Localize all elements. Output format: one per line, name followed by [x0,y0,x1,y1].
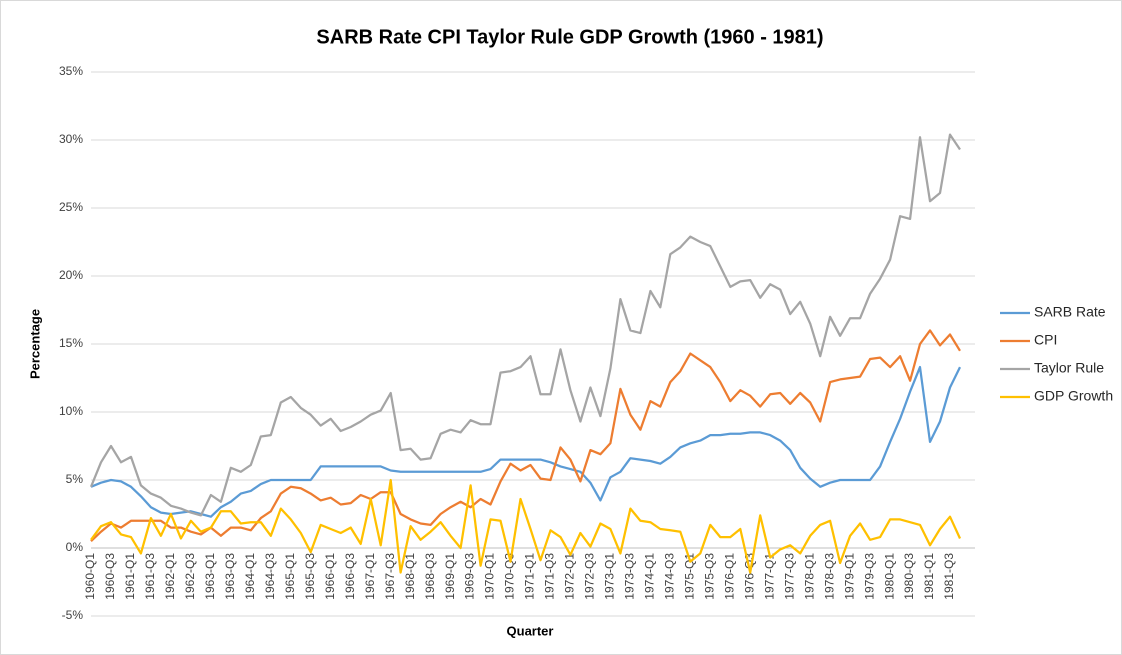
x-tick-label: 1964-Q3 [263,553,277,600]
x-tick-label: 1971-Q3 [543,553,557,600]
x-tick-label: 1967-Q3 [383,553,397,600]
x-tick-label: 1973-Q1 [603,553,617,600]
x-tick-label: 1981-Q1 [922,553,936,600]
legend-label: CPI [1034,332,1057,348]
x-tick-label: 1964-Q1 [243,553,257,600]
x-tick-label: 1974-Q1 [643,553,657,600]
x-tick-label: 1978-Q1 [802,553,816,600]
legend-label: GDP Growth [1034,388,1113,404]
x-tick-label: 1961-Q1 [123,553,137,600]
x-tick-label: 1978-Q3 [822,553,836,600]
y-tick-label: 20% [59,268,83,282]
x-tick-label: 1960-Q3 [103,553,117,600]
x-tick-label: 1965-Q1 [283,553,297,600]
x-tick-label: 1975-Q3 [702,553,716,600]
x-tick-label: 1974-Q3 [663,553,677,600]
x-tick-label: 1979-Q3 [862,553,876,600]
x-tick-label: 1977-Q3 [782,553,796,600]
x-tick-label: 1970-Q1 [483,553,497,600]
series-line [90,365,962,518]
y-tick-label: 10% [59,404,83,418]
x-tick-label: 1973-Q3 [623,553,637,600]
y-tick-label: 25% [59,200,83,214]
x-tick-label: 1962-Q3 [183,553,197,600]
x-tick-label: 1977-Q1 [762,553,776,600]
x-tick-label: 1968-Q1 [403,553,417,600]
y-tick-label: 5% [66,472,84,486]
x-tick-label: 1969-Q1 [443,553,457,600]
x-tick-label: 1975-Q1 [682,553,696,600]
x-tick-label: 1972-Q3 [583,553,597,600]
y-tick-label: -5% [62,608,84,622]
x-tick-label: 1976-Q1 [722,553,736,600]
x-tick-label: 1981-Q3 [942,553,956,600]
x-tick-label: 1969-Q3 [463,553,477,600]
x-axis-title: Quarter [507,623,554,638]
x-tick-label: 1972-Q1 [563,553,577,600]
x-tick-label: 1968-Q3 [423,553,437,600]
chart-title: SARB Rate CPI Taylor Rule GDP Growth (19… [316,26,823,48]
x-tick-label: 1963-Q3 [223,553,237,600]
x-tick-label: 1962-Q1 [163,553,177,600]
y-tick-label: 30% [59,132,83,146]
series-line [90,478,962,574]
x-tick-label: 1961-Q3 [143,553,157,600]
legend-label: SARB Rate [1034,304,1106,320]
x-tick-label: 1963-Q1 [203,553,217,600]
x-tick-label: 1966-Q3 [343,553,357,600]
x-tick-label: 1971-Q1 [523,553,537,600]
x-tick-label: 1965-Q3 [303,553,317,600]
y-tick-label: 0% [66,540,84,554]
y-tick-label: 35% [59,64,83,78]
y-axis-title: Percentage [27,309,42,379]
x-tick-label: 1976-Q3 [742,553,756,600]
legend-label: Taylor Rule [1034,360,1104,376]
x-tick-label: 1980-Q1 [882,553,896,600]
x-tick-label: 1967-Q1 [363,553,377,600]
x-tick-label: 1980-Q3 [902,553,916,600]
series-line [90,329,961,543]
x-tick-label: 1979-Q1 [842,553,856,600]
x-tick-label: 1960-Q1 [83,553,97,600]
series-line [89,133,961,517]
y-tick-label: 15% [59,336,83,350]
x-tick-label: 1966-Q1 [323,553,337,600]
x-tick-label: 1970-Q3 [503,553,517,600]
